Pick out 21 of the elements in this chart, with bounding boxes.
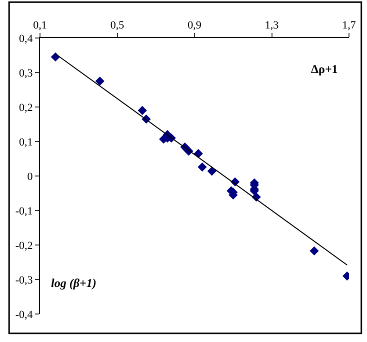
y-tick-label: -0,1 <box>15 205 33 218</box>
point <box>138 106 147 115</box>
point <box>95 76 104 86</box>
x-tick-label: 0,9 <box>188 20 202 32</box>
point <box>310 246 319 256</box>
y-tick-label: -0,2 <box>15 240 33 252</box>
y-tick-label: -0,4 <box>15 308 34 321</box>
x-tick-label: 0,1 <box>33 20 47 32</box>
y-tick-label: 0,2 <box>19 102 33 114</box>
x-tick-label: 1,3 <box>264 20 280 32</box>
y-axis-title: log (β+1) <box>51 276 96 290</box>
y-tick-label: 0,4 <box>19 32 34 45</box>
point <box>198 162 207 172</box>
y-tick-label: 0,1 <box>19 136 33 148</box>
y-tick-label: 0,3 <box>19 67 34 80</box>
y-tick-label: 0 <box>27 170 34 183</box>
x-tick-label: 0,5 <box>110 20 125 32</box>
x-axis-title: Δρ+1 <box>311 62 338 76</box>
x-tick-label: 1,7 <box>342 20 356 32</box>
point <box>207 166 216 176</box>
y-tick-label: -0,3 <box>15 274 34 286</box>
